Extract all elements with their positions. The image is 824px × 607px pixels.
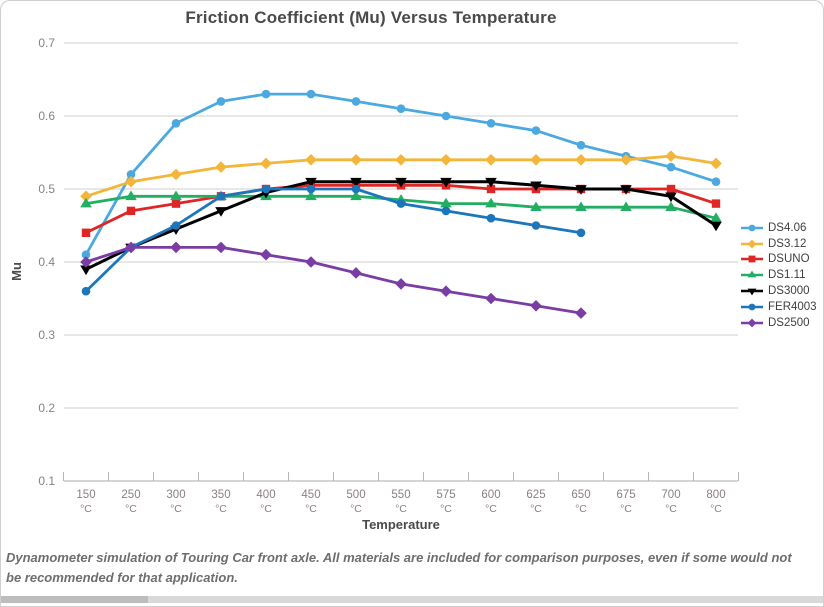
series-DS3.12 (80, 150, 722, 203)
x-tick-label: 300 (166, 489, 185, 501)
x-tick-label: 450 (301, 489, 320, 501)
x-tick-label: 400 (256, 489, 275, 501)
y-tick-label: 0.5 (38, 182, 55, 196)
legend-item-FER4003[interactable]: FER4003 (740, 299, 817, 315)
series-DS2500 (80, 241, 587, 319)
x-tick-unit: °C (620, 503, 632, 515)
legend-marker-DS2500 (741, 318, 763, 328)
chart-caption: Dynamometer simulation of Touring Car fr… (6, 550, 792, 586)
legend-label: DS1.11 (768, 269, 806, 282)
x-tick-label: 500 (346, 489, 365, 501)
legend-item-DSUNO[interactable]: DSUNO (740, 252, 817, 268)
y-tick-label: 0.7 (38, 36, 55, 50)
horizontal-scrollbar-track[interactable] (1, 596, 823, 603)
y-tick-label: 0.1 (38, 474, 55, 488)
series-FER4003 (81, 184, 586, 296)
x-tick-label: 150 (76, 489, 95, 501)
x-tick-unit: °C (125, 503, 137, 515)
legend-item-DS4.06[interactable]: DS4.06 (740, 220, 817, 236)
legend-marker-DS3.12 (741, 239, 763, 249)
legend-item-DS1.11[interactable]: DS1.11 (740, 267, 817, 283)
x-tick-unit: °C (710, 503, 722, 515)
x-tick-unit: °C (440, 503, 452, 515)
horizontal-scrollbar-thumb[interactable] (1, 596, 148, 603)
x-tick-unit: °C (485, 503, 497, 515)
legend-marker-DSUNO (741, 256, 763, 263)
legend-label: DS4.06 (768, 221, 807, 234)
legend-label: DS3.12 (768, 237, 807, 250)
legend-item-DS2500[interactable]: DS2500 (740, 315, 817, 331)
chart-title: Friction Coefficient (Mu) Versus Tempera… (185, 8, 557, 27)
x-tick-label: 575 (436, 489, 455, 501)
legend-item-DS3.12[interactable]: DS3.12 (740, 236, 817, 252)
legend-label: DSUNO (768, 253, 810, 266)
x-tick-label: 675 (616, 489, 635, 501)
legend-marker-DS3000 (741, 288, 763, 296)
series-line-DS2500 (84, 246, 583, 315)
y-tick-label: 0.3 (38, 328, 55, 342)
legend: DS4.06 DS3.12 DSUNO DS1.11 DS3000 FER4003 DS25… (740, 220, 817, 331)
legend-label: DS3000 (768, 285, 810, 298)
x-tick-label: 600 (481, 489, 500, 501)
x-tick-unit: °C (80, 503, 92, 515)
x-tick-unit: °C (215, 503, 227, 515)
x-tick-unit: °C (170, 503, 182, 515)
x-tick-label: 625 (526, 489, 545, 501)
x-tick-label: 800 (706, 489, 725, 501)
legend-marker-DS1.11 (741, 270, 763, 278)
x-tick-unit: °C (260, 503, 272, 515)
x-tick-label: 350 (211, 489, 230, 501)
y-tick-label: 0.6 (38, 109, 55, 123)
legend-label: FER4003 (768, 300, 817, 313)
x-tick-unit: °C (575, 503, 587, 515)
x-tick-unit: °C (395, 503, 407, 515)
series-line-FER4003 (84, 187, 583, 293)
y-axis-label: Mu (8, 262, 24, 281)
x-tick-label: 250 (121, 489, 140, 501)
x-tick-label: 550 (391, 489, 410, 501)
x-tick-unit: °C (350, 503, 362, 515)
x-tick-unit: °C (530, 503, 542, 515)
x-tick-unit: °C (665, 503, 677, 515)
legend-marker-DS4.06 (741, 224, 763, 232)
y-tick-label: 0.4 (38, 255, 55, 269)
legend-marker-FER4003 (741, 303, 763, 311)
y-tick-label: 0.2 (38, 401, 55, 415)
chart-canvas: 0.7 0.6 0.5 0.4 0.3 0.2 0.1 150 °C 250 °C 300 °C 350 °… (38, 36, 739, 515)
legend-item-DS3000[interactable]: DS3000 (740, 283, 817, 299)
x-tick-unit: °C (305, 503, 317, 515)
x-tick-label: 650 (571, 489, 590, 501)
legend-label: DS2500 (768, 316, 810, 329)
x-tick-label: 700 (661, 489, 680, 501)
x-axis-label: Temperature (362, 517, 440, 532)
